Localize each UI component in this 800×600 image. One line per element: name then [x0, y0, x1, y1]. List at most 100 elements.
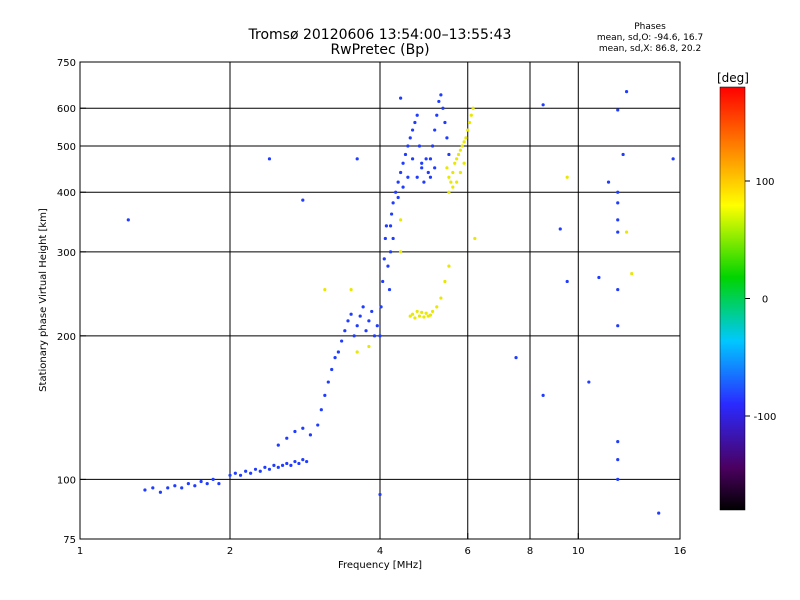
- scatter-point: [319, 408, 323, 412]
- scatter-point: [630, 272, 634, 276]
- scatter-point: [401, 161, 405, 165]
- scatter-point: [428, 157, 433, 161]
- scatter-point: [616, 458, 620, 462]
- scatter-point: [330, 367, 334, 372]
- scatter-point: [297, 461, 301, 466]
- y-tick-label: 100: [57, 475, 76, 486]
- scatter-point: [211, 477, 215, 482]
- phases-legend: Phases mean, sd,O: -94.6, 16.7 mean, sd,…: [560, 22, 740, 55]
- scatter-point: [301, 458, 305, 462]
- scatter-point: [391, 236, 395, 241]
- colorbar-tick-label: 0: [762, 295, 768, 306]
- scatter-point: [616, 190, 620, 194]
- scatter-point: [367, 319, 371, 323]
- scatter-point: [616, 108, 620, 112]
- scatter-point: [349, 287, 353, 292]
- scatter-point: [143, 488, 147, 492]
- scatter-point: [428, 313, 433, 317]
- x-tick-label: 4: [377, 546, 383, 557]
- scatter-point: [415, 175, 419, 179]
- scatter-point: [382, 257, 386, 261]
- scatter-point: [420, 161, 424, 165]
- scatter-point: [435, 113, 439, 117]
- scatter-point: [228, 473, 232, 477]
- scatter-point: [301, 426, 305, 430]
- y-tick-label: 600: [57, 104, 76, 115]
- scatter-point: [445, 166, 449, 170]
- scatter-point: [514, 356, 518, 360]
- colorbar-unit-label: [deg]: [717, 71, 749, 85]
- scatter-point: [413, 120, 417, 125]
- scatter-point: [364, 329, 368, 333]
- scatter-point: [323, 287, 327, 292]
- scatter-point: [441, 106, 445, 110]
- scatter-point: [396, 180, 400, 184]
- scatter-point: [386, 264, 390, 268]
- scatter-point: [565, 279, 569, 284]
- scatter-point: [671, 157, 675, 161]
- scatter-point: [624, 230, 629, 234]
- y-tick-label: 500: [57, 142, 76, 153]
- scatter-point: [410, 312, 415, 316]
- y-tick-label: 75: [63, 535, 76, 546]
- scatter-point: [439, 296, 443, 300]
- scatter-point: [340, 339, 344, 343]
- scatter-point: [417, 144, 422, 148]
- scatter-point: [443, 120, 447, 125]
- scatter-point: [370, 309, 374, 314]
- scatter-point: [305, 459, 309, 464]
- scatter-point: [428, 175, 433, 179]
- scatter-point: [616, 218, 620, 222]
- scatter-point: [355, 157, 359, 161]
- scatter-point: [447, 175, 451, 179]
- y-tick-label: 400: [57, 188, 76, 199]
- scatter-point: [422, 315, 426, 319]
- grid-lines: [80, 62, 680, 539]
- phases-legend-x: mean, sd,X: 86.8, 20.2: [598, 44, 702, 54]
- scatter-point: [293, 459, 297, 464]
- scatter-point: [151, 486, 155, 490]
- scatter-point: [449, 180, 453, 184]
- scatter-point: [616, 201, 620, 205]
- scatter-point: [430, 144, 435, 148]
- scatter-point: [276, 465, 280, 469]
- scatter-point: [301, 198, 305, 202]
- scatter-point: [458, 148, 463, 152]
- scatter-point: [166, 486, 170, 490]
- scatter-point: [456, 152, 461, 157]
- scatter-point: [180, 486, 184, 490]
- scatter-point: [333, 356, 337, 360]
- scatter-point: [285, 436, 289, 440]
- scatter-point: [289, 463, 293, 467]
- scatter-point: [308, 433, 313, 437]
- scatter-point: [217, 481, 221, 486]
- x-tick-label: 2: [227, 546, 233, 557]
- colorbar-tick-label: 100: [755, 177, 774, 188]
- scatter-point: [467, 120, 472, 125]
- phases-legend-heading: Phases: [634, 22, 666, 32]
- scatter-point: [249, 471, 253, 475]
- scatter-point: [383, 236, 387, 241]
- scatter-point: [621, 152, 625, 157]
- scatter-point: [469, 113, 473, 117]
- scatter-point: [462, 161, 466, 165]
- phases-legend-o: mean, sd,O: -94.6, 16.7: [596, 33, 704, 43]
- scatter-point: [280, 463, 285, 467]
- scatter-point: [378, 334, 382, 338]
- x-tick-label: 8: [527, 546, 533, 557]
- scatter-point: [410, 157, 415, 161]
- chart-title: Tromsø 20120606 13:54:00–13:55:43 RwPret…: [230, 28, 530, 58]
- y-tick-label: 200: [57, 332, 76, 343]
- scatter-point: [355, 324, 359, 328]
- scatter-point: [415, 309, 419, 314]
- scatter-point: [394, 190, 398, 194]
- scatter-point: [272, 463, 276, 467]
- scatter-point: [389, 212, 394, 216]
- y-axis: 75 100 200 300 400 500 600 750: [57, 58, 86, 546]
- scatter-point: [443, 279, 447, 284]
- colorbar-tick-label: -100: [754, 412, 777, 423]
- scatter-point: [455, 180, 459, 184]
- scatter-point: [399, 250, 403, 254]
- scatter-point: [424, 311, 428, 315]
